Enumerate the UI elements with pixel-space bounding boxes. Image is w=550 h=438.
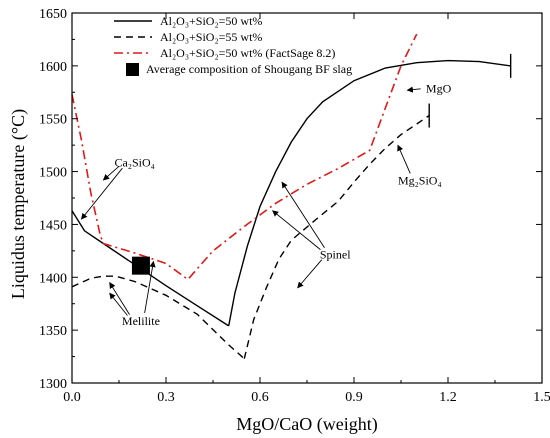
legend: Al₂O₃+SiO₂=50 wt% Al₂O₃+SiO₂=55 wt% Al₂O₃+…	[114, 14, 352, 76]
slag-composition-point	[131, 256, 150, 275]
y-tick-label-3: 1450	[39, 218, 67, 233]
annotation-melilite-arrow-0	[109, 282, 130, 315]
x-axis-label: MgO/CaO (weight)	[236, 414, 377, 435]
x-tick-label-4: 1.2	[439, 390, 457, 405]
series-1-line-0	[71, 275, 245, 360]
series-layer	[71, 33, 512, 360]
x-tick-label-1: 0.3	[157, 390, 175, 405]
annotation-melilite-arrow-2	[144, 260, 156, 314]
series-1-line-1	[243, 114, 430, 359]
x-tick-label-2: 0.6	[251, 390, 269, 405]
legend-label-2: Al₂O₃+SiO₂=50 wt% (FactSage 8.2)	[160, 46, 335, 60]
y-tick-label-4: 1500	[39, 166, 67, 181]
annotation-layer: Ca₂SiO₄ MgO Spinel Mg₂SiO₄ Melilite	[81, 81, 452, 328]
annotation-melilite-label: Melilite	[122, 314, 160, 328]
x-tick-label-0: 0.0	[63, 390, 81, 405]
legend-swatch-point-0	[126, 63, 139, 76]
series-0-line-1	[228, 59, 511, 327]
series-2-line-0	[71, 33, 418, 281]
y-axis-label: Liquidus temperature (°C)	[8, 109, 29, 299]
annotation-spinel-arrow-0	[281, 181, 325, 248]
legend-label-0: Al₂O₃+SiO₂=50 wt%	[160, 14, 262, 28]
annotation-melilite-arrow-1	[109, 292, 128, 316]
y-tick-label-5: 1550	[39, 113, 67, 128]
y-tick-label-6: 1600	[39, 60, 67, 75]
series-0-line-0	[71, 210, 230, 327]
annotation-spinel-label: Spinel	[320, 247, 351, 261]
y-tick-label-7: 1650	[39, 7, 67, 22]
y-tick-label-1: 1350	[39, 324, 67, 339]
annotation-mgo-label: MgO	[426, 81, 452, 95]
annotation-spinel-arrow-1	[272, 210, 321, 250]
annotation-mg2sio4-label: Mg₂SiO₄	[398, 173, 442, 187]
annotation-mgo-arrow-0	[406, 86, 421, 93]
axes-layer: 0.0 0.3 0.6 0.9 1.2 1.5 1300 1350 1400 1450 1500 15…	[39, 7, 550, 405]
y-tick-label-0: 1300	[39, 377, 67, 392]
annotation-ca2sio4-label: Ca₂SiO₄	[114, 155, 154, 169]
annotation-spinel-arrow-2	[297, 259, 323, 289]
x-tick-label-3: 0.9	[345, 390, 363, 405]
annotation-ca2sio4-arrow-0	[81, 167, 123, 220]
annotation-mg2sio4-arrow-0	[397, 144, 411, 174]
legend-label-1: Al₂O₃+SiO₂=55 wt%	[160, 30, 262, 44]
y-tick-label-2: 1400	[39, 271, 67, 286]
legend-label-point-0: Average composition of Shougang BF slag	[146, 62, 352, 76]
x-tick-label-5: 1.5	[533, 390, 550, 405]
annotation-ca2sio4-arrow-1	[102, 165, 120, 181]
